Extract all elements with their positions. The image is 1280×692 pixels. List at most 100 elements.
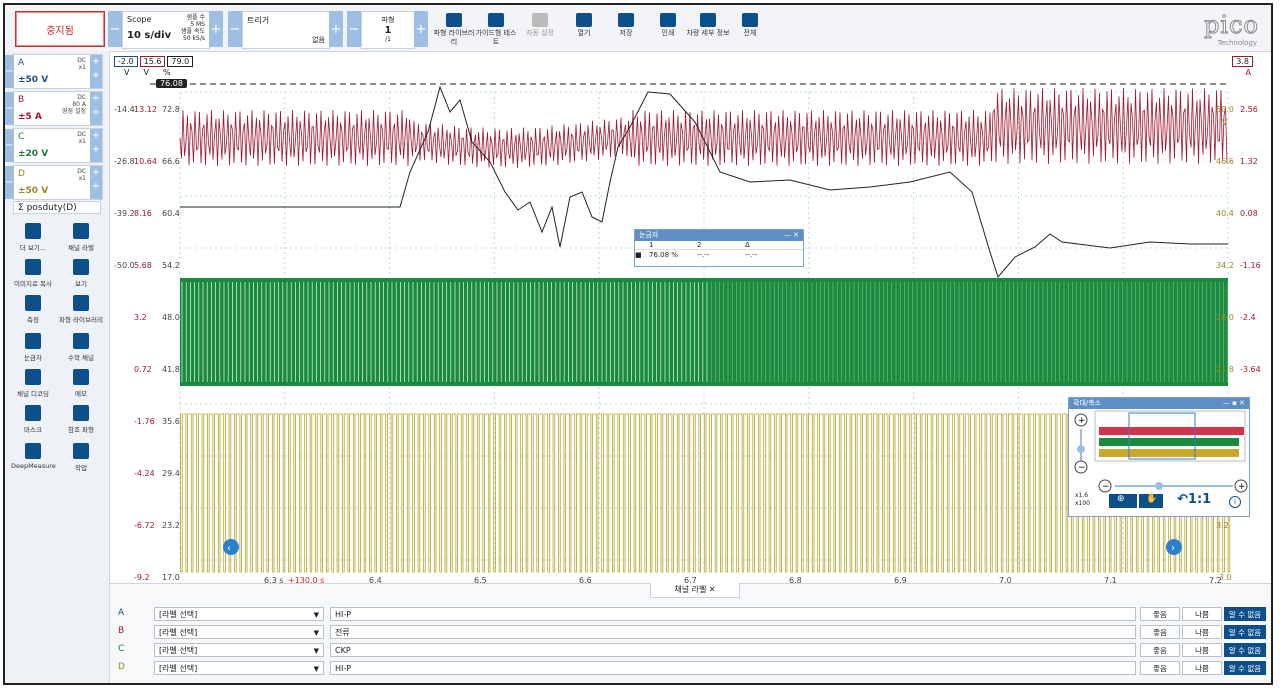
pan-tool-button[interactable]: ✋ [1139, 494, 1163, 508]
axis-badge-math[interactable]: 79.0 [167, 56, 194, 67]
label-select[interactable]: [라벨 선택] [154, 625, 324, 640]
bad-button[interactable]: 나쁨 [1182, 607, 1222, 621]
axis-label-a: -39.2 [114, 209, 135, 218]
scope-plot[interactable]: ‹ › [110, 52, 1271, 583]
timebase-increase-button[interactable]: + [209, 11, 223, 47]
view-button[interactable]: 보기 [59, 259, 103, 288]
bad-button[interactable]: 나쁨 [1182, 625, 1222, 639]
good-button[interactable]: 좋음 [1140, 661, 1180, 675]
trigger-control[interactable]: 트리거 없음 [242, 11, 330, 49]
waveform-decrease-button[interactable]: − [347, 11, 361, 47]
mask-button[interactable]: 마스크 [11, 405, 55, 434]
trigger-decrease-button[interactable]: − [228, 11, 242, 47]
save-button[interactable]: 저장 [603, 13, 649, 38]
channel-c-trace [180, 278, 1228, 386]
good-button[interactable]: 좋음 [1140, 625, 1180, 639]
library-button[interactable]: 파형 라이브러리 [431, 13, 477, 47]
channel-a-increase[interactable]: + + [90, 55, 102, 88]
actions-button[interactable]: 작업 [59, 443, 103, 472]
label-text-input[interactable]: HI-P [330, 607, 1136, 621]
print-button[interactable]: 인쇄 [645, 13, 691, 38]
good-button[interactable]: 좋음 [1140, 643, 1180, 657]
label-select[interactable]: [라벨 선택] [154, 661, 324, 676]
unknown-button[interactable]: 알 수 없음 [1224, 643, 1266, 657]
auto-setup-button[interactable]: 자동 설정 [517, 13, 563, 38]
channel-c-increase[interactable]: + + [90, 129, 102, 162]
zoom-x-value: x1.6 [1075, 492, 1089, 499]
ruler-col-2: 2 [697, 241, 702, 249]
math-channel-item[interactable]: Σ posduty(D) [13, 201, 101, 214]
label-text-input[interactable]: CKP [330, 643, 1136, 657]
unknown-button[interactable]: 알 수 없음 [1224, 661, 1266, 675]
waveform-increase-button[interactable]: + [414, 11, 428, 47]
waveform-control[interactable]: 파형 1 /1 [361, 11, 415, 49]
label-select[interactable]: [라벨 선택] [154, 607, 324, 622]
channel-labels-tab[interactable]: 채널 라벨 ✕ [650, 583, 740, 598]
library-icon [73, 295, 89, 311]
channel-b-increase[interactable]: + + [90, 92, 102, 125]
label-text-input[interactable]: 전류 [330, 625, 1136, 639]
reset-zoom-button[interactable]: ↶1:1 [1177, 492, 1212, 507]
right-axis-badge[interactable]: 3.8 [1232, 56, 1253, 67]
waveform-library-button[interactable]: 파형 라이브러리 [59, 295, 103, 324]
bad-button[interactable]: 나쁨 [1182, 643, 1222, 657]
axis-label-right2: -1.16 [1240, 261, 1261, 270]
close-icon[interactable]: — ▪ ✕ [1222, 399, 1245, 407]
ruler-icon [25, 333, 41, 349]
vehicle-details-button[interactable]: 차량 세부 정보 [685, 13, 731, 38]
info-icon[interactable]: i [1229, 496, 1241, 508]
fullscreen-button[interactable]: 전체 [727, 13, 773, 38]
ruler-value-badge[interactable]: 76.08 [156, 79, 187, 88]
channel-a-letter: A [18, 58, 25, 68]
stop-button[interactable]: 중지됨 [15, 11, 105, 47]
note-button[interactable]: 메모 [59, 369, 103, 398]
axis-badge-a[interactable]: -2.0 [114, 56, 138, 67]
ruler-button[interactable]: 눈금자 [11, 333, 55, 362]
channel-a-decrease[interactable]: − [5, 55, 14, 88]
copy-image-button[interactable]: 이미지로 복사 [11, 259, 55, 288]
channel-d-increase[interactable]: + + [90, 166, 102, 199]
channel-d-decrease[interactable]: − [5, 166, 14, 199]
bad-button[interactable]: 나쁨 [1182, 661, 1222, 675]
rate-label: 샘플 속도 [181, 28, 205, 35]
measure-button[interactable]: 측정 [11, 295, 55, 324]
guided-test-button[interactable]: 가이드형 테스트 [473, 13, 519, 47]
decode-button[interactable]: 채널 디코딩 [11, 369, 55, 398]
hand-icon: ✋ [1146, 494, 1158, 504]
label-text-input[interactable]: HI-P [330, 661, 1136, 675]
channel-c-decrease[interactable]: − [5, 129, 14, 162]
clipboard-icon [700, 13, 716, 27]
ruler-col-delta: Δ [745, 241, 750, 249]
unknown-button[interactable]: 알 수 없음 [1224, 625, 1266, 639]
samples-label: 샘플 수 [186, 14, 205, 21]
zoom-tool-button[interactable]: ⊕ [1109, 494, 1137, 508]
scope-view[interactable]: ‹ › -2.0 15.6 79.0 V V % 76.08 3.8 A V -… [110, 52, 1271, 585]
channel-labels-button[interactable]: 채널 라벨 [59, 223, 103, 252]
label-select[interactable]: [라벨 선택] [154, 643, 324, 658]
reference-button[interactable]: 참조 파형 [59, 405, 103, 434]
trigger-increase-button[interactable]: + [329, 11, 343, 47]
more-button[interactable]: 더 보기... [11, 223, 55, 252]
scroll-left-button [223, 539, 239, 555]
waveform-value: 1 [384, 25, 392, 36]
channel-d-control[interactable]: − D DC x1 ±50 V + + [5, 165, 103, 200]
ruler-dialog[interactable]: 눈금자 — ✕ 1 2 Δ ■ 76.08 % --.-- --.-- [634, 229, 804, 267]
channel-c-control[interactable]: − C DC x1 ±20 V + + [5, 128, 103, 163]
deepmeasure-button[interactable]: DeepMeasure [11, 443, 56, 470]
timebase-decrease-button[interactable]: − [108, 11, 122, 47]
close-icon[interactable]: — ✕ [783, 231, 799, 239]
timebase-control[interactable]: Scope 10 s/div 샘플 수 5 MS 샘플 속도 50 kS/s [122, 11, 210, 49]
save-icon [618, 13, 634, 27]
good-button[interactable]: 좋음 [1140, 607, 1180, 621]
channel-a-control[interactable]: − A DC x1 ±50 V + + [5, 54, 103, 89]
close-icon[interactable]: ✕ [708, 585, 716, 594]
channel-c-range: ±20 V [18, 149, 49, 159]
channel-b-control[interactable]: − B DC 80 A 영점 설정 ±5 A + + [5, 91, 103, 126]
zoom-dialog[interactable]: 확대/축소 — ▪ ✕ + − − + x1. [1068, 397, 1250, 517]
channel-b-decrease[interactable]: − [5, 92, 14, 125]
unknown-button[interactable]: 알 수 없음 [1224, 607, 1266, 621]
math-channel-button[interactable]: 수학 채널 [59, 333, 103, 362]
axis-badge-b[interactable]: 15.6 [139, 56, 166, 67]
open-button[interactable]: 열기 [561, 13, 607, 38]
channel-d-letter: D [18, 169, 25, 179]
